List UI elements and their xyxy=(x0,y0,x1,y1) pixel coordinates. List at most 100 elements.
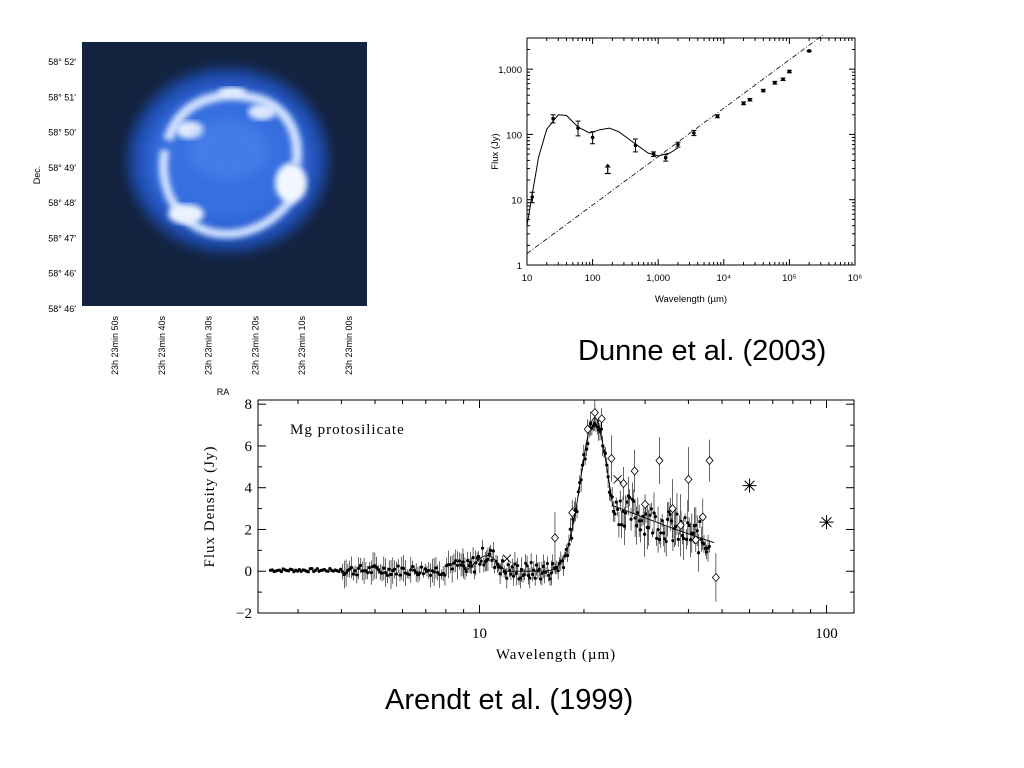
point-marker xyxy=(671,539,675,543)
point-marker xyxy=(653,515,657,519)
point-marker xyxy=(463,567,467,571)
dec-tick-label: 58° 46′ xyxy=(48,269,76,279)
point-marker xyxy=(351,572,355,576)
point-marker xyxy=(682,536,686,541)
caption-arendt: Arendt et al. (1999) xyxy=(385,684,634,716)
point-marker xyxy=(605,463,609,467)
point-marker xyxy=(412,568,416,572)
point-marker xyxy=(641,514,645,519)
point-marker xyxy=(384,571,388,575)
diamond-marker xyxy=(684,474,693,484)
point-marker xyxy=(534,563,539,567)
dec-tick-label: 58° 52′ xyxy=(48,57,76,67)
point-marker xyxy=(551,116,555,121)
point-marker xyxy=(355,573,359,577)
point-marker xyxy=(471,556,475,560)
point-marker xyxy=(459,563,463,567)
point-marker xyxy=(443,573,447,577)
x-axis-label: Wavelength (µm) xyxy=(496,647,616,663)
point-marker xyxy=(691,531,695,536)
diamond-marker xyxy=(607,453,616,464)
dec-tick-labels: 58° 52′ 58° 51′ 58° 50′ 58° 49′ 58° 48′ 58° 4… xyxy=(48,57,76,314)
point-marker xyxy=(503,571,508,575)
point-marker xyxy=(705,550,709,554)
point-marker xyxy=(409,568,413,572)
point-marker xyxy=(687,523,691,528)
point-marker xyxy=(511,574,516,578)
remnant-image xyxy=(128,68,328,252)
point-marker xyxy=(675,512,679,516)
y-tick-label: 0 xyxy=(245,564,253,580)
point-marker xyxy=(676,142,680,147)
point-marker xyxy=(584,447,589,451)
point-marker xyxy=(560,559,564,563)
point-marker xyxy=(649,507,653,511)
point-marker xyxy=(518,576,522,580)
point-marker xyxy=(638,528,643,532)
x-marker xyxy=(502,554,512,564)
point-marker xyxy=(339,567,343,571)
point-marker xyxy=(498,572,502,576)
data-point xyxy=(651,151,657,157)
diamond-marker xyxy=(691,535,700,545)
point-marker xyxy=(632,499,636,503)
diamond-marker xyxy=(583,424,592,434)
point-marker xyxy=(603,451,608,455)
point-marker xyxy=(565,553,570,558)
point-marker xyxy=(468,560,472,565)
point-marker xyxy=(781,77,785,82)
data-point xyxy=(786,69,792,74)
point-marker xyxy=(533,576,537,580)
point-marker xyxy=(396,564,400,568)
diamond-marker xyxy=(641,499,650,510)
point-marker xyxy=(499,566,504,570)
ra-tick-label: 23h 23min 20s xyxy=(250,316,260,376)
point-marker xyxy=(393,567,397,571)
ra-tick-label: 23h 23min 40s xyxy=(157,316,167,376)
diamond-marker xyxy=(597,414,606,424)
point-marker xyxy=(698,519,702,524)
y-tick-label: 1 xyxy=(517,261,522,272)
point-marker xyxy=(419,565,424,569)
x-tick-label: 10⁴ xyxy=(716,273,731,284)
point-marker xyxy=(478,562,482,566)
point-marker xyxy=(414,570,418,575)
ra-tick-label: 23h 23min 30s xyxy=(204,316,214,376)
point-marker xyxy=(480,546,485,550)
point-marker xyxy=(624,511,628,515)
point-marker xyxy=(548,577,552,581)
data-point xyxy=(780,77,786,82)
point-marker xyxy=(761,88,766,93)
point-marker xyxy=(563,554,567,558)
point-marker xyxy=(344,571,348,575)
point-marker xyxy=(427,568,431,573)
point-marker xyxy=(358,563,363,568)
point-marker xyxy=(457,559,461,563)
point-marker xyxy=(551,562,555,566)
point-marker xyxy=(696,551,701,555)
point-marker xyxy=(510,565,514,569)
point-marker xyxy=(479,559,483,563)
diamond-marker xyxy=(668,503,677,514)
point-marker xyxy=(748,97,752,102)
data-point xyxy=(575,120,581,137)
point-marker xyxy=(695,529,699,533)
point-marker xyxy=(667,510,671,514)
point-marker xyxy=(450,567,454,571)
point-marker xyxy=(773,80,777,85)
point-marker xyxy=(509,572,513,576)
point-marker xyxy=(394,572,399,576)
star-marker xyxy=(819,515,834,530)
point-marker xyxy=(337,569,341,573)
point-marker xyxy=(622,524,626,528)
point-marker xyxy=(524,561,528,565)
point-marker xyxy=(421,572,425,576)
plot-frame xyxy=(257,399,855,614)
data-point xyxy=(806,49,812,53)
point-marker xyxy=(487,552,491,556)
plot-frame xyxy=(526,37,856,266)
point-marker xyxy=(648,513,652,517)
star-marker xyxy=(742,478,757,493)
point-marker xyxy=(472,570,477,574)
point-marker xyxy=(389,572,393,577)
